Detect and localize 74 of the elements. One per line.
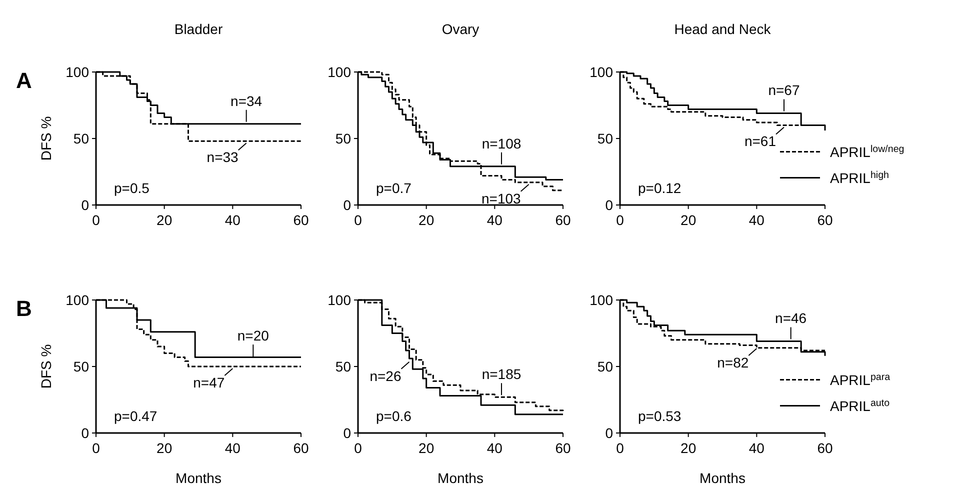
annotation: n=20	[237, 328, 270, 344]
x-tick-label: 0	[616, 440, 624, 456]
annotation: n=108	[482, 135, 522, 152]
y-tick-label: 50	[335, 358, 352, 374]
legend-label: APRIL$^{auto}$	[830, 397, 890, 414]
x-tick-label: 20	[156, 212, 172, 228]
annotation: p=0.5	[114, 180, 150, 196]
annotation: p=0.53	[638, 408, 682, 424]
annotation: n=33	[206, 149, 239, 166]
x-tick-label: 60	[817, 440, 833, 456]
chart-title: Head and Neck	[674, 21, 772, 37]
x-tick-label: 40	[224, 212, 241, 228]
y-tick-label: 50	[597, 130, 614, 146]
x-axis-title: Months	[438, 470, 484, 486]
x-tick-label: 0	[92, 440, 100, 456]
x-tick-label: 0	[616, 212, 624, 228]
y-tick-label: 100	[590, 292, 614, 308]
x-tick-label: 20	[156, 440, 172, 456]
x-tick-label: 0	[92, 212, 100, 228]
x-tick-label: 40	[748, 440, 765, 456]
chart-title: Bladder	[174, 21, 223, 37]
y-tick-label: 0	[81, 425, 90, 441]
annotation: n=103	[482, 190, 522, 206]
x-tick-label: 40	[486, 212, 503, 228]
y-tick-label: 50	[335, 130, 352, 146]
chart-title: Ovary	[442, 21, 480, 37]
y-tick-label: 100	[328, 292, 352, 308]
x-tick-label: 40	[748, 212, 765, 228]
y-tick-label: 50	[73, 358, 90, 374]
legend-label: APRIL$^{para}$	[830, 371, 891, 388]
annotation: p=0.7	[376, 180, 412, 196]
annotation: n=34	[230, 92, 262, 109]
y-tick-label: 100	[328, 64, 352, 80]
y-axis-title: DFS %	[38, 344, 54, 389]
y-tick-label: 50	[73, 130, 90, 146]
y-axis-title: DFS %	[38, 116, 54, 161]
text: B	[16, 296, 32, 321]
x-axis-title: Months	[176, 470, 222, 486]
y-tick-label: 0	[605, 425, 614, 441]
x-tick-label: 20	[680, 440, 696, 456]
x-tick-label: 0	[354, 212, 362, 228]
annotation: n=47	[193, 374, 225, 390]
x-axis-title: Months	[700, 470, 746, 486]
x-tick-label: 40	[224, 440, 241, 456]
x-tick-label: 60	[293, 440, 309, 456]
x-tick-label: 60	[555, 212, 571, 228]
x-tick-label: 20	[418, 212, 434, 228]
annotation: n=82	[717, 354, 749, 371]
y-tick-label: 100	[66, 292, 90, 308]
y-tick-label: 100	[590, 64, 614, 80]
x-tick-label: 60	[817, 212, 833, 228]
annotation: n=46	[775, 310, 807, 326]
y-tick-label: 100	[66, 64, 90, 80]
y-tick-label: 0	[343, 425, 352, 441]
annotation: n=67	[768, 82, 800, 98]
x-tick-label: 60	[293, 212, 309, 228]
y-tick-label: 0	[81, 197, 90, 213]
y-tick-label: 50	[597, 358, 614, 374]
annotation: n=26	[370, 368, 402, 384]
x-tick-label: 40	[486, 440, 503, 456]
annotation: p=0.12	[638, 180, 682, 196]
annotation: n=185	[482, 366, 522, 382]
annotation: p=0.47	[114, 408, 158, 424]
x-tick-label: 20	[680, 212, 696, 228]
text: A	[16, 68, 32, 93]
y-tick-label: 0	[605, 197, 614, 213]
x-tick-label: 0	[354, 440, 362, 456]
y-tick-label: 0	[343, 197, 352, 213]
annotation: p=0.6	[376, 408, 412, 424]
x-tick-label: 20	[418, 440, 434, 456]
legend-label: APRIL$^{high}$	[830, 169, 889, 186]
x-tick-label: 60	[555, 440, 571, 456]
annotation: n=61	[744, 133, 776, 150]
legend-label: APRIL$^{low/neg}$	[830, 143, 904, 160]
